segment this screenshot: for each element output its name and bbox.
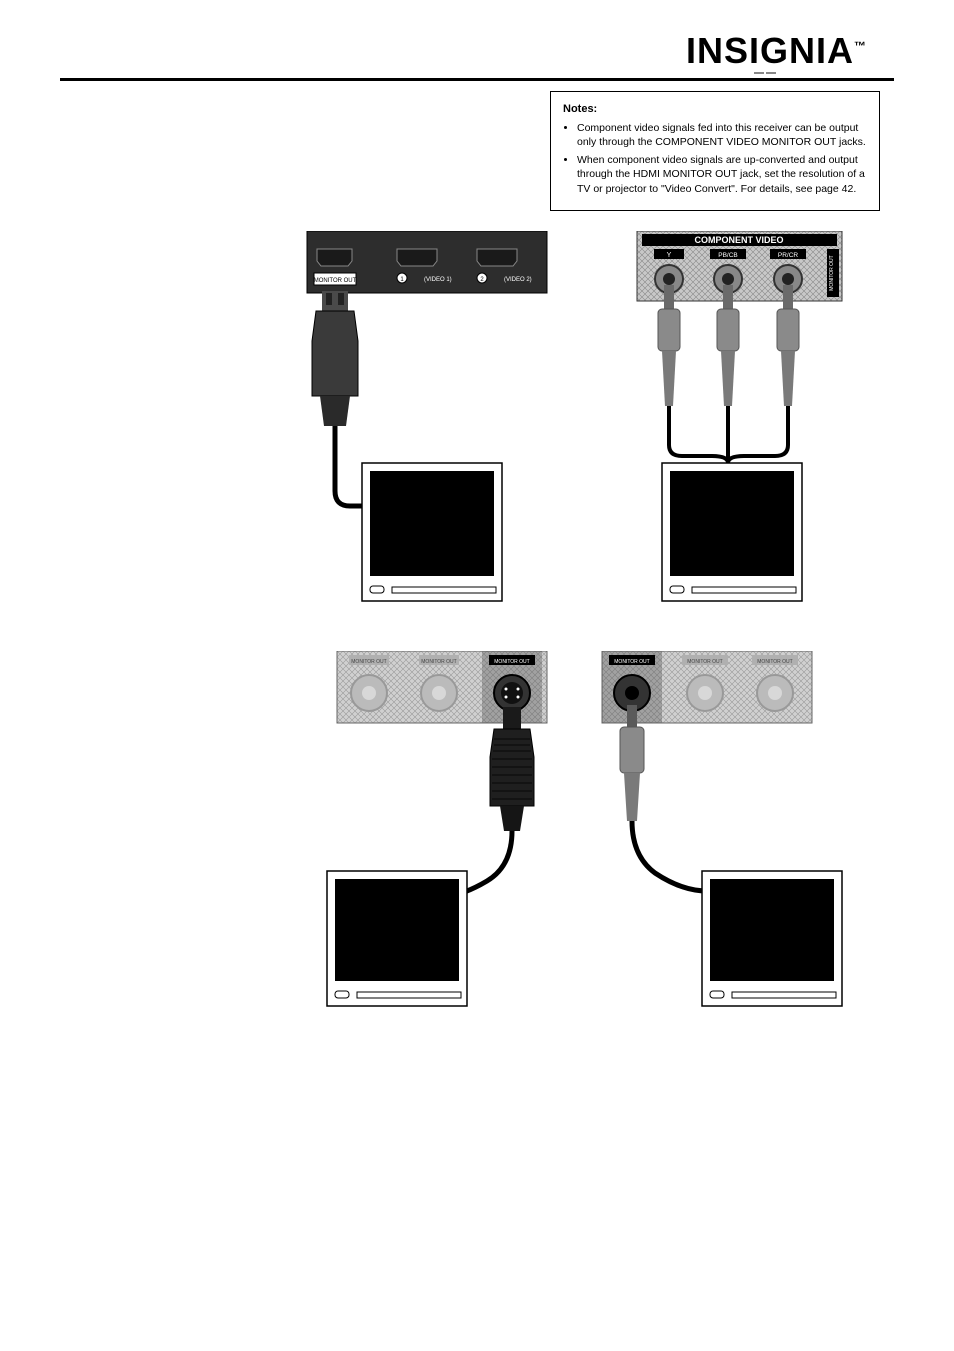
svg-text:MONITOR OUT: MONITOR OUT [757,659,792,665]
svg-text:MONITOR OUT: MONITOR OUT [494,659,529,665]
svg-text:(VIDEO 2): (VIDEO 2) [504,277,532,283]
svg-text:MONITOR OUT: MONITOR OUT [314,278,357,284]
hdmi-diagram: MONITOR OUT 1 (VIDEO 1) [302,231,552,621]
composite-diagram: MONITOR OUT MONITOR OUT MONITOR OUT [597,651,857,1011]
brand-tm: ™ [854,39,867,53]
svg-text:MONITOR OUT: MONITOR OUT [351,659,386,665]
svg-text:COMPONENT VIDEO: COMPONENT VIDEO [694,235,783,245]
brand-logo: INSIGNIA™ [686,30,894,76]
svg-text:MONITOR OUT: MONITOR OUT [829,255,835,290]
svg-text:Y: Y [667,252,672,259]
svg-text:MONITOR OUT: MONITOR OUT [421,659,456,665]
svideo-diagram: MONITOR OUT MONITOR OUT MONITOR OUT [307,651,567,1011]
svg-text:MONITOR OUT: MONITOR OUT [614,659,649,665]
page-header: INSIGNIA™ [60,30,894,81]
component-diagram: COMPONENT VIDEO Y PB/CB PR/CR MONITOR OU… [612,231,862,621]
svg-text:MONITOR OUT: MONITOR OUT [687,659,722,665]
right-column: Notes: Component video signals fed into … [270,91,894,1011]
note-box: Notes: Component video signals fed into … [550,91,880,211]
brand-text: INSIGNIA [686,30,854,71]
svg-text:PR/CR: PR/CR [778,252,799,259]
note-title: Notes: [563,102,867,117]
svg-text:PB/CB: PB/CB [718,252,738,259]
svg-text:(VIDEO 1): (VIDEO 1) [424,277,452,283]
note-list: Component video signals fed into this re… [563,121,867,196]
note-item-2: When component video signals are up-conv… [577,153,867,196]
left-column [60,91,250,1011]
note-item-1: Component video signals fed into this re… [577,121,867,149]
